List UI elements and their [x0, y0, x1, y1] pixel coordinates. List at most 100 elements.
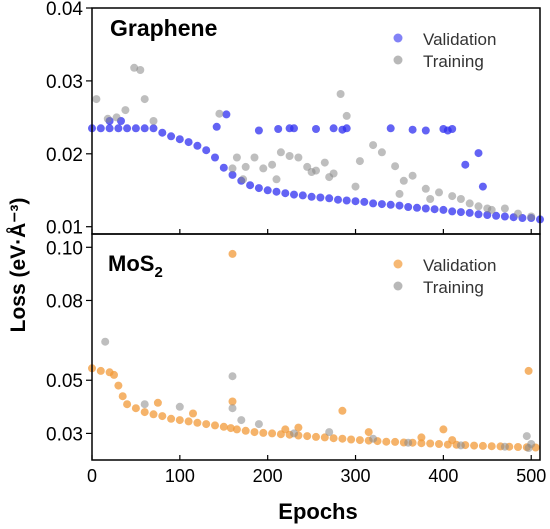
graphene-validation-point [219, 163, 228, 172]
graphene-validation-point [175, 135, 184, 144]
graphene-validation-point [246, 181, 255, 190]
graphene-validation-point [465, 208, 474, 217]
mos2-validation-point [184, 417, 193, 426]
graphene-validation-point [421, 126, 430, 135]
mos2-x-tick-label: 100 [165, 466, 195, 486]
graphene-training-point [130, 63, 139, 72]
mos2-validation-point [439, 425, 448, 434]
mos2-validation-point [347, 435, 356, 444]
graphene-training-point [483, 204, 492, 213]
graphene-validation-point [193, 141, 202, 150]
mos2-training-point [527, 440, 536, 448]
graphene-training-point [514, 209, 522, 218]
mos2-training-point [101, 337, 110, 346]
graphene-legend: Validation Training [393, 30, 496, 71]
graphene-training-point [474, 202, 483, 211]
mos2-legend-validation-marker [393, 259, 403, 269]
graphene-training-point [232, 153, 241, 162]
mos2-training-point [522, 432, 531, 441]
graphene-training-point [325, 173, 334, 182]
graphene-training-point [342, 111, 351, 120]
mos2-training-point [237, 416, 246, 425]
graphene-training-point [355, 157, 364, 166]
graphene-validation-point [408, 125, 417, 134]
graphene-training-point [239, 175, 248, 184]
graphene-validation-point [448, 125, 457, 133]
mos2-legend: Validation Training [393, 256, 496, 297]
graphene-validation-point [386, 200, 395, 209]
graphene-training-point [136, 66, 145, 74]
mos2-axes-frame [91, 233, 541, 461]
mos2-x-tick-label: 300 [341, 466, 371, 486]
mos2-validation-point [193, 418, 202, 427]
graphene-legend-training-marker [393, 55, 403, 65]
mos2-validation-point [448, 436, 457, 445]
mos2-validation-point [114, 381, 123, 390]
mos2-validation-point [338, 434, 347, 443]
graphene-panel-label: Graphene [110, 15, 217, 41]
graphene-validation-point [360, 197, 369, 206]
graphene-training-point [399, 176, 408, 185]
shared-x-axis-label: Epochs [278, 499, 357, 524]
graphene-validation-point [369, 199, 378, 208]
mos2-y-tick-label: 0.10 [46, 238, 83, 259]
mos2-x-tick-label: 400 [428, 466, 458, 486]
graphene-validation-point [395, 201, 404, 210]
mos2-training-point [228, 404, 237, 413]
mos2-y-tick-label: 0.03 [46, 424, 83, 445]
mos2-validation-point [281, 425, 290, 434]
graphene-training-point [112, 113, 121, 122]
mos2-validation-point [426, 439, 435, 448]
graphene-y-tick-label: 0.01 [46, 218, 83, 239]
mos2-validation-point [149, 410, 158, 419]
graphene-validation-point [140, 124, 149, 133]
graphene-validation-point [228, 170, 237, 179]
mos2-validation-point [219, 422, 228, 431]
graphene-validation-point [342, 124, 351, 133]
mos2-training-point [325, 428, 334, 437]
graphene-training-point [121, 106, 130, 115]
mos2-training-point [500, 442, 509, 451]
graphene-validation-point [474, 210, 483, 219]
mos2-training-point [290, 429, 298, 438]
mos2-validation-point [312, 432, 320, 441]
mos2-validation-point [153, 398, 162, 407]
graphene-validation-point [105, 124, 114, 133]
mos2-validation-point [211, 421, 219, 430]
mos2-validation-point [478, 441, 487, 450]
graphene-validation-point [404, 203, 413, 211]
graphene-training-point [103, 114, 112, 123]
mos2-validation-point [175, 416, 184, 425]
mos2-validation-point [435, 440, 443, 448]
graphene-validation-point [456, 208, 465, 217]
graphene-training-point [426, 195, 435, 203]
mos2-validation-point [118, 392, 127, 401]
mos2-validation-point [140, 408, 149, 417]
graphene-legend-training-label: Training [423, 52, 484, 71]
graphene-validation-point [500, 212, 509, 221]
graphene-validation-point [281, 189, 290, 198]
graphene-training-point [408, 171, 417, 180]
mos2-ticks: 0.03 0.05 0.08 0.10 0 100 200 300 400 500 [46, 238, 546, 486]
graphene-y-tick-label: 0.04 [46, 0, 83, 20]
graphene-training-point [320, 158, 329, 167]
graphene-validation-point [131, 124, 140, 133]
graphene-validation-point [439, 205, 448, 214]
mos2-validation-point [158, 412, 167, 421]
graphene-training-point [369, 141, 378, 150]
mos2-validation-point [514, 443, 522, 451]
mos2-x-tick-label: 200 [253, 466, 283, 486]
graphene-y-tick-label: 0.02 [46, 145, 83, 166]
mos2-validation-point [228, 249, 237, 258]
graphene-validation-point [377, 200, 386, 209]
mos2-x-tick-label: 500 [516, 466, 546, 486]
mos2-validation-point [364, 428, 373, 437]
mos2-validation-point [167, 414, 176, 423]
mos2-y-tick-label: 0.05 [46, 371, 83, 392]
mos2-training-point [254, 420, 263, 429]
mos2-training-point [140, 400, 149, 409]
graphene-training-point [351, 182, 360, 191]
graphene-training-point [149, 117, 158, 125]
mos2-validation-point [294, 423, 303, 432]
mos2-validation-point [320, 433, 329, 442]
